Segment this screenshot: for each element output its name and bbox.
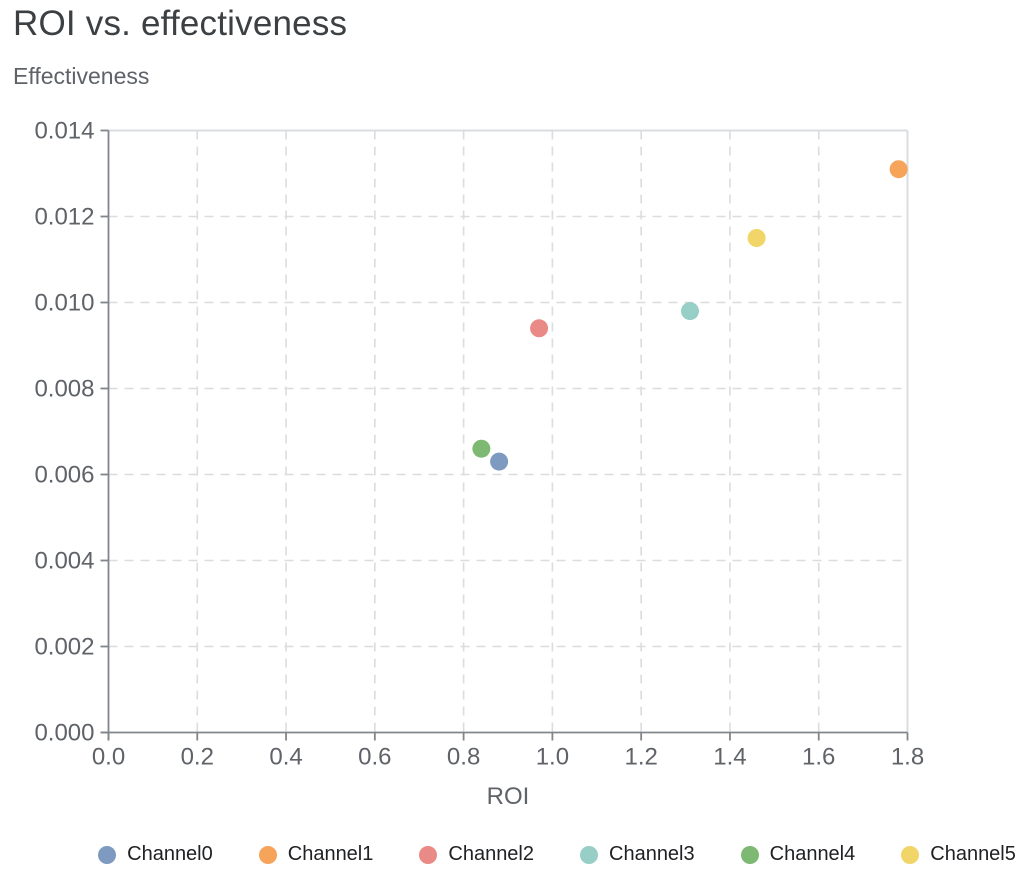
x-tick-label: 0.8 (447, 744, 480, 771)
legend-label: Channel2 (448, 843, 534, 865)
legend-swatch-icon (98, 845, 117, 864)
x-tick-label: 0.6 (358, 744, 391, 771)
y-tick-label: 0.006 (34, 462, 94, 489)
x-axis-label: ROI (487, 783, 530, 810)
legend-item-channel4: Channel4 (740, 843, 856, 866)
point-channel5 (747, 229, 766, 247)
x-tick-label: 1.6 (802, 744, 835, 771)
point-channel0 (490, 452, 509, 471)
legend-item-channel1: Channel1 (258, 843, 374, 866)
point-channel3 (680, 302, 699, 321)
legend-label: Channel5 (930, 843, 1016, 865)
y-tick-label: 0.004 (34, 548, 94, 575)
legend-item-channel3: Channel3 (580, 843, 695, 866)
legend: Channel0 Channel1 Channel2 Channel3 Channel4… (90, 843, 1024, 866)
point-channel4 (472, 439, 491, 458)
legend-item-channel2: Channel2 (419, 843, 534, 866)
x-tick-label: 0.0 (92, 744, 125, 771)
y-tick-label: 0.014 (34, 118, 94, 145)
legend-label: Channel0 (127, 843, 213, 865)
legend-label: Channel4 (769, 843, 856, 865)
y-tick-label: 0.000 (34, 720, 94, 747)
legend-item-channel5: Channel5 (901, 843, 1016, 866)
x-tick-label: 1.8 (891, 744, 924, 771)
y-tick-label: 0.008 (34, 376, 94, 403)
point-channel2 (530, 319, 549, 338)
legend-swatch-icon (258, 845, 277, 864)
plot-area: 0.0 0.2 0.4 0.6 0.8 1.0 1.2 1.4 1.6 1.8 0.000 0.002… (34, 118, 924, 811)
x-tick-label: 1.2 (624, 744, 657, 771)
y-tick-label: 0.010 (34, 290, 94, 317)
chart-title: ROI vs. effectiveness (13, 4, 348, 43)
legend-label: Channel1 (287, 843, 374, 865)
legend-item-channel0: Channel0 (98, 843, 213, 866)
x-tick-label: 1.0 (536, 744, 569, 771)
legend-swatch-icon (419, 845, 438, 864)
x-tick-label: 0.4 (269, 744, 302, 771)
point-channel1 (889, 160, 908, 179)
legend-swatch-icon (580, 845, 598, 864)
y-tick-label: 0.012 (34, 204, 94, 231)
legend-swatch-icon (740, 845, 759, 864)
y-axis-title: Effectiveness (13, 63, 150, 89)
x-tick-label: 1.4 (713, 744, 746, 771)
x-tick-label: 0.2 (181, 744, 214, 771)
legend-swatch-icon (901, 845, 920, 864)
y-tick-label: 0.002 (34, 634, 94, 661)
legend-label: Channel3 (609, 843, 695, 865)
